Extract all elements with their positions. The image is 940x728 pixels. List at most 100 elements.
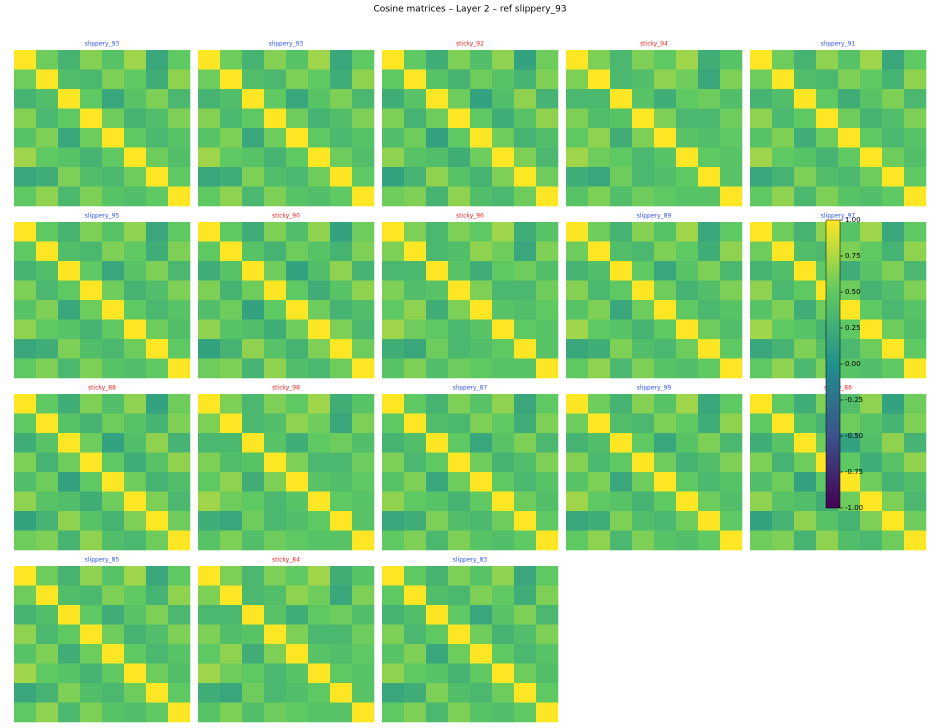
heatmap-cell: [242, 566, 265, 586]
heatmap-cell: [514, 261, 537, 281]
heatmap-cell: [448, 566, 471, 586]
heatmap-cell: [102, 261, 125, 281]
heatmap-cell: [124, 147, 147, 168]
heatmap-cell: [610, 280, 633, 301]
heatmap-cell: [146, 186, 169, 207]
heatmap-cell: [610, 186, 633, 207]
heatmap-cell: [536, 663, 559, 684]
heatmap-cell: [102, 167, 125, 187]
heatmap-cell: [610, 339, 633, 359]
colorbar-tick-label: 1.00: [845, 216, 861, 224]
heatmap-cell: [588, 167, 611, 187]
heatmap-cell: [492, 128, 515, 148]
heatmap-cell: [860, 433, 883, 453]
heatmap-cell: [882, 413, 905, 434]
heatmap-cell: [14, 433, 37, 453]
heatmap-cell: [352, 222, 375, 242]
heatmap-cell: [470, 89, 493, 109]
heatmap-cell: [14, 702, 37, 723]
heatmap-cell: [286, 702, 309, 723]
heatmap-cell: [242, 663, 265, 684]
heatmap-cell: [168, 585, 191, 606]
heatmap-cell: [220, 605, 243, 625]
heatmap-cell: [168, 128, 191, 148]
heatmap-cell: [904, 186, 927, 207]
heatmap-cell: [80, 452, 103, 473]
heatmap-cell: [492, 433, 515, 453]
heatmap-cell: [632, 89, 655, 109]
heatmap-cell: [448, 511, 471, 531]
heatmap-cell: [566, 413, 589, 434]
heatmap-cell: [448, 394, 471, 414]
heatmap-cell: [404, 167, 427, 187]
heatmap-cell: [36, 624, 59, 645]
heatmap-cell: [330, 413, 353, 434]
heatmap-cell: [146, 491, 169, 512]
colorbar-tick-label: 0.00: [845, 360, 861, 368]
heatmap-cell: [632, 511, 655, 531]
heatmap-cell: [220, 394, 243, 414]
heatmap-cell: [772, 491, 795, 512]
heatmap-cell: [566, 339, 589, 359]
heatmap-cell: [264, 147, 287, 168]
heatmap-cell: [308, 50, 331, 70]
heatmap-cell: [404, 319, 427, 340]
heatmap-cell: [80, 89, 103, 109]
heatmap-cell: [352, 261, 375, 281]
heatmap-cell: [860, 491, 883, 512]
heatmap-cell: [330, 530, 353, 551]
heatmap-cell: [14, 108, 37, 129]
heatmap-cell: [698, 394, 721, 414]
heatmap-cell: [470, 585, 493, 606]
heatmap-cell: [80, 339, 103, 359]
heatmap-cell: [102, 530, 125, 551]
heatmap-cell: [80, 280, 103, 301]
heatmap-cell: [220, 147, 243, 168]
heatmap-cell: [36, 128, 59, 148]
heatmap-cell: [36, 89, 59, 109]
heatmap-cell: [146, 530, 169, 551]
heatmap-cell: [676, 222, 699, 242]
heatmap-cell: [264, 261, 287, 281]
heatmap-cell: [404, 358, 427, 379]
heatmap-cell: [220, 69, 243, 90]
heatmap-cell: [382, 472, 405, 492]
heatmap-cell: [404, 663, 427, 684]
heatmap-cell: [882, 241, 905, 262]
heatmap-cell: [220, 566, 243, 586]
heatmap-cell: [102, 186, 125, 207]
heatmap-cell: [904, 491, 927, 512]
heatmap-cell: [426, 167, 449, 187]
heatmap-cell: [36, 663, 59, 684]
heatmap-cell: [198, 222, 221, 242]
heatmap-cell: [36, 186, 59, 207]
heatmap-cell: [426, 89, 449, 109]
heatmap-cell: [610, 472, 633, 492]
heatmap-cell: [220, 663, 243, 684]
heatmap-cell: [750, 108, 773, 129]
heatmap-cell: [750, 511, 773, 531]
heatmap-cell: [654, 147, 677, 168]
heatmap-cell: [720, 339, 743, 359]
heatmap-cell: [514, 472, 537, 492]
heatmap-cell: [882, 261, 905, 281]
heatmap-cell: [720, 452, 743, 473]
heatmap-cell: [220, 108, 243, 129]
heatmap-cell: [470, 566, 493, 586]
heatmap-cell: [882, 511, 905, 531]
heatmap-cell: [772, 108, 795, 129]
heatmap-cell: [448, 585, 471, 606]
heatmap-cell: [632, 319, 655, 340]
heatmap-cell: [352, 663, 375, 684]
heatmap-cell: [102, 339, 125, 359]
heatmap-cell: [772, 394, 795, 414]
heatmap-cell: [654, 452, 677, 473]
heatmap-cell: [720, 147, 743, 168]
heatmap-cell: [124, 69, 147, 90]
heatmap-cell: [610, 108, 633, 129]
heatmap-cell: [470, 491, 493, 512]
heatmap-cell: [168, 300, 191, 320]
heatmap-cell: [588, 222, 611, 242]
heatmap-cell: [838, 339, 861, 359]
